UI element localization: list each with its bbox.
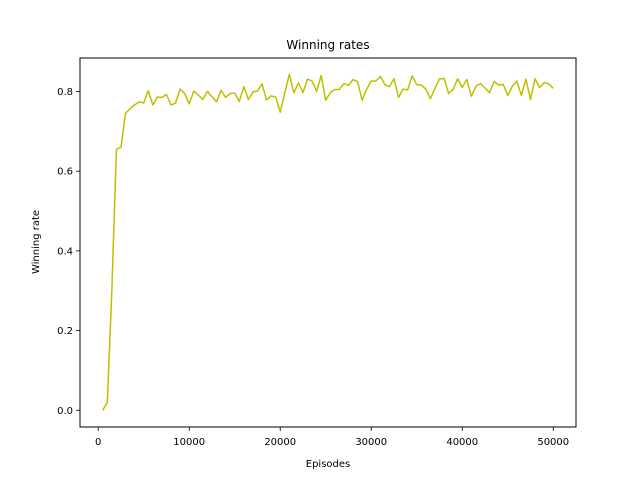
y-tick-label: 0.8 bbox=[57, 87, 73, 98]
y-tick-label: 0.4 bbox=[57, 246, 73, 257]
x-tick-label: 10000 bbox=[173, 437, 205, 448]
x-tick-label: 20000 bbox=[264, 437, 296, 448]
chart-title: Winning rates bbox=[286, 38, 369, 52]
x-axis: 0 10000 20000 30000 40000 50000 bbox=[95, 427, 569, 448]
x-tick-label: 40000 bbox=[446, 437, 478, 448]
x-tick-label: 0 bbox=[95, 437, 101, 448]
x-tick-label: 30000 bbox=[355, 437, 387, 448]
plot-area bbox=[102, 73, 554, 411]
y-tick-label: 0.2 bbox=[57, 326, 73, 337]
x-axis-label: Episodes bbox=[306, 459, 350, 470]
y-tick-label: 0.0 bbox=[57, 406, 73, 417]
y-axis: 0.0 0.2 0.4 0.6 0.8 bbox=[57, 87, 80, 417]
x-tick-label: 50000 bbox=[537, 437, 569, 448]
y-tick-label: 0.6 bbox=[57, 167, 73, 178]
series-line-0 bbox=[102, 73, 554, 411]
plot-frame bbox=[79, 57, 577, 428]
y-axis-label: Winning rate bbox=[31, 210, 42, 274]
